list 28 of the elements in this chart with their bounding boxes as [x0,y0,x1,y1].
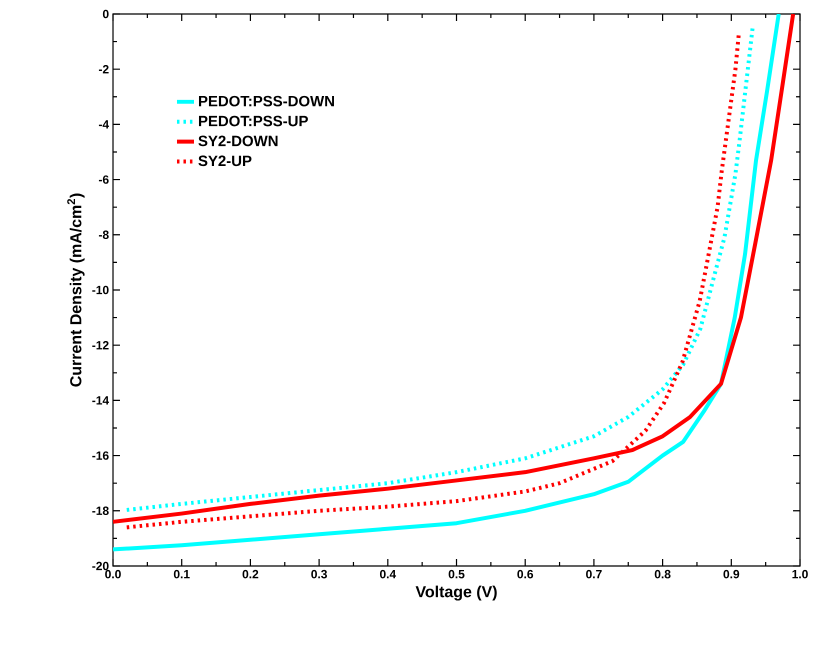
legend-label: SY2-DOWN [198,136,278,146]
y-tick-label: -10 [92,286,109,294]
x-tick-label: 0.1 [174,570,190,578]
y-tick-label: -6 [98,175,109,184]
y-tick-label: -18 [92,506,109,516]
y-tick-label: -4 [98,120,110,128]
y-tick-label: -8 [98,230,109,240]
x-tick-label: 0.7 [586,570,602,578]
y-tick-label: -12 [92,341,109,350]
x-tick-label: 0.9 [723,570,740,578]
y-tick-label: -2 [98,65,109,74]
legend-label: PEDOT:PSS-UP [198,116,308,126]
y-tick-label: 0 [102,10,109,18]
y-tick-label: -16 [92,451,109,460]
x-tick-label: 0.3 [311,570,327,578]
x-tick-label: 0.5 [448,570,464,578]
x-tick-label: 0.6 [517,570,534,578]
x-axis-title: Voltage (V) [416,586,497,601]
y-tick-label: -14 [92,396,110,404]
y-tick-label: -20 [92,562,109,570]
x-tick-label: 0.4 [380,570,396,578]
x-tick-label: 0.0 [105,570,121,578]
legend-label: PEDOT:PSS-DOWN [198,96,334,106]
x-tick-label: 0.8 [654,570,671,578]
x-tick-label: 1.0 [792,570,808,578]
x-tick-label: 0.2 [242,570,258,578]
legend-label: SY2-UP [198,156,252,166]
y-axis-title: Current Density (mA/cm$^{2}$) [67,194,85,387]
